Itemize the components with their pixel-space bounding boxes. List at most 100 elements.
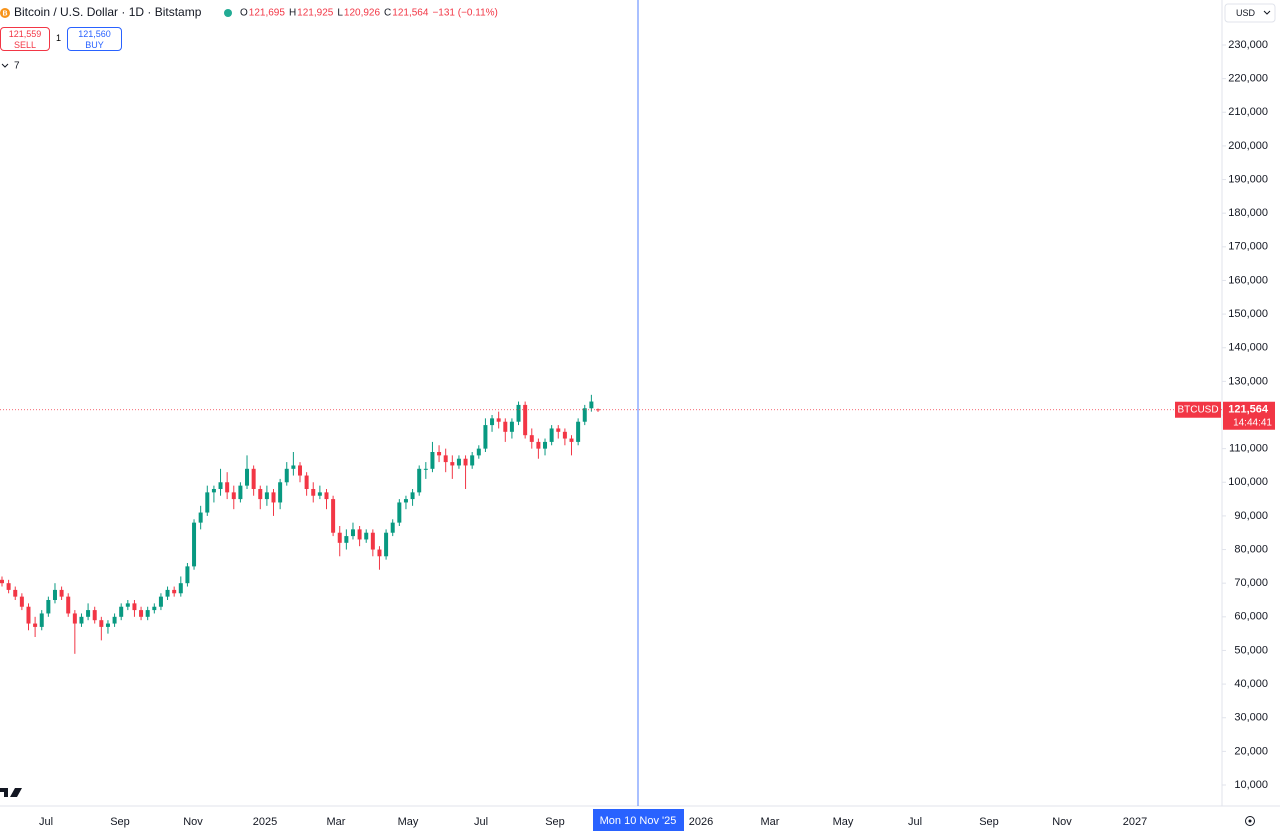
candle-body: [59, 589, 64, 597]
ohlc-key: O: [240, 8, 248, 19]
ohlc-key: C: [384, 8, 391, 19]
price-tag: [1223, 401, 1275, 430]
candle-body: [403, 499, 408, 503]
market-status: [224, 9, 232, 17]
logo[interactable]: [0, 788, 22, 797]
candle-body: [52, 589, 57, 600]
candle-body: [562, 431, 567, 439]
candle-body: [543, 441, 548, 449]
y-tick-label: 110,000: [1229, 443, 1268, 455]
crosshair-date: Mon 10 Nov '25: [600, 815, 677, 827]
candle-body: [245, 468, 250, 486]
y-tick-label: 60,000: [1234, 611, 1268, 623]
candle-body: [483, 425, 488, 449]
candle-body: [470, 455, 475, 466]
candle-body: [344, 536, 349, 543]
sell-price: 121,559: [8, 29, 42, 39]
candle-body: [112, 616, 117, 624]
candle-body: [271, 492, 276, 503]
candle-body: [99, 620, 104, 627]
y-tick-label: 180,000: [1228, 207, 1268, 219]
ohlc-key: H: [289, 8, 296, 19]
currency-btn[interactable]: [1224, 3, 1276, 23]
symbol-label: BTCUSD: [1177, 404, 1218, 415]
candle-body: [139, 610, 144, 617]
candle-body: [456, 458, 461, 466]
candle-body: [350, 529, 355, 537]
candle-body: [185, 566, 190, 584]
candle-body: [377, 549, 382, 557]
candle-body: [324, 492, 329, 500]
btc-glyph: B: [2, 10, 7, 17]
x-tick-label: May: [833, 816, 854, 828]
candle-body: [311, 489, 316, 496]
candle-body: [384, 532, 389, 557]
spread: 1: [56, 33, 62, 43]
candle-body: [258, 489, 263, 500]
currency-chevron[interactable]: [1263, 10, 1271, 15]
candle-body: [390, 522, 395, 533]
candle-body: [165, 589, 170, 597]
candle-body: [105, 623, 110, 627]
x-tick-label: 2026: [689, 816, 713, 828]
candle-body: [79, 616, 84, 624]
chevron[interactable]: [1, 63, 9, 68]
candle-body: [231, 492, 236, 500]
candle-body: [463, 458, 468, 466]
candle-body: [238, 485, 243, 500]
y-tick-label: 70,000: [1234, 577, 1268, 589]
candle-body: [172, 589, 177, 594]
buy-button[interactable]: 121,560 BUY: [67, 27, 122, 51]
candle-body: [476, 448, 481, 456]
x-tick-label: Nov: [183, 816, 203, 828]
candle-body: [569, 438, 574, 442]
sell-label: SELL: [13, 40, 37, 50]
x-tick-label: 2025: [253, 816, 277, 828]
candle-body: [509, 421, 514, 432]
x-tick-label: Nov: [1052, 816, 1072, 828]
settings-icon[interactable]: [1245, 816, 1255, 826]
candle-body: [132, 603, 137, 611]
candle-body: [496, 418, 501, 422]
candle-body: [516, 404, 521, 422]
ohlc-value: 121,564: [392, 8, 429, 19]
symbol-tag: [1175, 401, 1221, 418]
settings-dot[interactable]: [1248, 819, 1252, 823]
x-tick-label: Mar: [761, 816, 780, 828]
sell-button[interactable]: 121,559 SELL: [0, 27, 50, 51]
candle-body: [152, 606, 157, 611]
candle-body: [39, 613, 44, 627]
candle-body: [6, 583, 11, 590]
ohlc-key: L: [337, 8, 343, 19]
ohlc-change: −131 (−0.11%): [432, 8, 497, 19]
indicators-count[interactable]: 7: [14, 61, 20, 72]
crosshair-label-bg: [593, 809, 684, 831]
y-tick-label: 100,000: [1228, 476, 1268, 488]
y-tick-label: 30,000: [1234, 712, 1268, 724]
candle-body: [549, 428, 554, 442]
candle-body: [437, 452, 442, 456]
candle-body: [284, 468, 289, 483]
candle-body: [26, 606, 31, 624]
y-tick-label: 90,000: [1234, 510, 1268, 522]
symbol-title[interactable]: Bitcoin / U.S. Dollar · 1D · Bitstamp: [14, 5, 202, 19]
candle-body: [19, 596, 24, 607]
btc-icon: [0, 8, 10, 18]
candle-body: [417, 468, 422, 493]
candle-body: [198, 512, 203, 523]
candle-body: [192, 522, 197, 567]
candle-body: [331, 499, 336, 533]
buy-label: BUY: [85, 40, 104, 50]
candle-body: [503, 421, 508, 432]
candle-body: [423, 468, 428, 470]
candle-body: [357, 529, 362, 540]
y-tick-label: 140,000: [1228, 342, 1268, 354]
x-tick-label: Mar: [327, 816, 346, 828]
candle-body: [582, 408, 587, 422]
x-tick-label: Jul: [908, 816, 922, 828]
candle-body: [430, 452, 435, 469]
currency[interactable]: USD: [1236, 8, 1256, 18]
last-price-label: 121,564: [1228, 404, 1269, 416]
